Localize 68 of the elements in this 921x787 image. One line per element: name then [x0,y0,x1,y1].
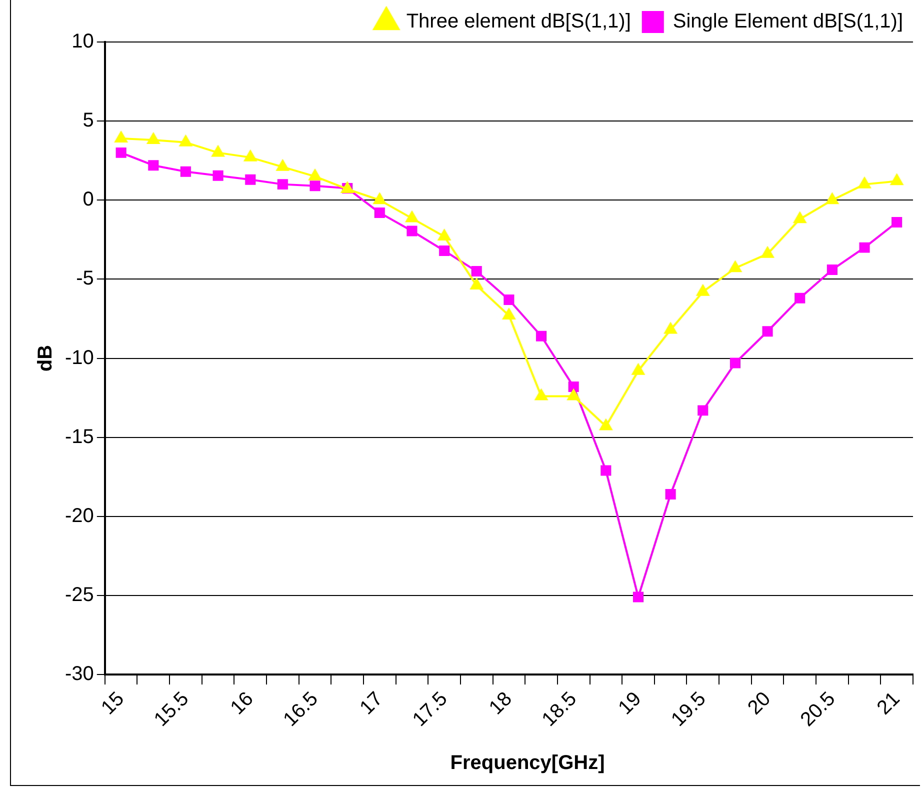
point [116,147,126,158]
point [536,330,547,342]
point [438,229,450,240]
legend-label: Three element dB[S(1,1)] [406,10,631,33]
point [698,405,708,416]
point [892,217,902,228]
point [114,131,128,142]
point [600,419,612,430]
y-tick-label: -15 [65,426,94,448]
x-tick-label: 21 [872,688,904,720]
point [761,246,774,258]
point [373,193,386,204]
point [664,322,677,334]
point [276,160,289,171]
point [504,294,514,305]
x-tick-label: 17 [356,688,388,720]
y-tick-label: 5 [82,110,94,132]
point [632,364,644,375]
point [244,150,257,162]
point [826,193,838,204]
point [374,208,385,218]
point [277,179,288,190]
point [212,170,224,181]
point [858,177,871,188]
point [729,261,742,272]
y-tick-label: 10 [72,30,94,53]
point [535,389,548,400]
point [568,381,579,392]
point [212,146,224,157]
y-tick-label: -20 [65,504,94,527]
y-tick-label: 0 [82,188,94,211]
point [567,389,580,400]
point [245,174,256,185]
point [406,226,418,236]
point [600,465,612,476]
point [439,245,450,256]
x-tick-label: 15 [97,688,129,720]
point [471,266,482,277]
point [633,592,644,602]
point [762,326,773,337]
point [147,133,160,144]
y-tick-label: -30 [65,663,94,686]
point [180,135,192,146]
point [180,166,191,177]
point [890,174,904,186]
y-tick-label: -10 [65,346,94,369]
point [310,180,320,192]
point [406,211,418,222]
x-tick-label: 18 [485,688,516,720]
point [826,264,838,275]
point [665,489,676,500]
y-tick-label: -5 [76,268,94,290]
point [696,284,710,296]
x-axis-title: Frequency[GHz] [449,752,606,775]
x-tick-label: 20 [744,688,775,720]
y-tick-label: -25 [65,584,94,606]
point [148,160,159,171]
x-tick-label: 16 [226,688,258,720]
point [470,278,483,290]
point [502,308,516,320]
legend-label: Single Element dB[S(1,1)] [672,10,904,33]
point [730,358,740,368]
y-axis-title: dB [34,344,57,372]
point [794,212,806,224]
x-tick-label: 19 [614,688,646,720]
point [794,292,806,304]
point [859,242,870,253]
point [308,169,322,180]
